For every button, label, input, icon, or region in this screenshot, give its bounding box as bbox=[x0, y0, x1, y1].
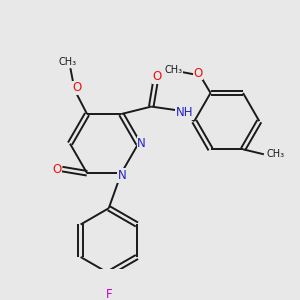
Text: NH: NH bbox=[176, 106, 193, 119]
Text: O: O bbox=[73, 81, 82, 94]
Text: N: N bbox=[137, 137, 146, 150]
Text: O: O bbox=[153, 70, 162, 83]
Text: F: F bbox=[105, 288, 112, 300]
Text: CH₃: CH₃ bbox=[58, 57, 76, 67]
Text: O: O bbox=[52, 163, 62, 176]
Text: CH₃: CH₃ bbox=[164, 65, 182, 75]
Text: O: O bbox=[194, 67, 203, 80]
Text: N: N bbox=[118, 169, 127, 182]
Text: CH₃: CH₃ bbox=[266, 149, 285, 159]
